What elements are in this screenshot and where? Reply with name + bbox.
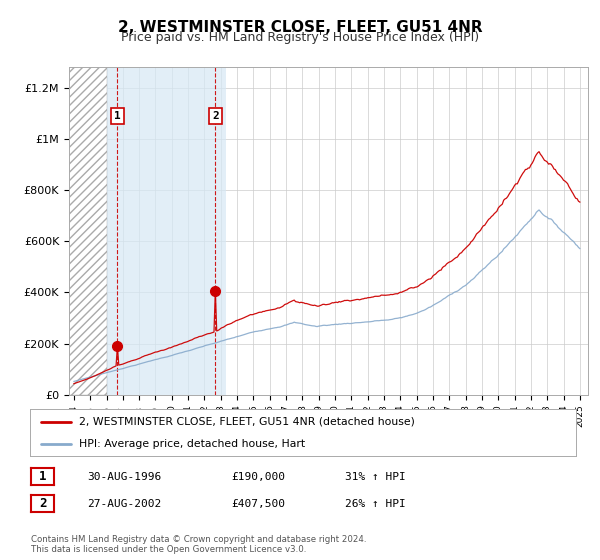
Text: 1: 1 <box>39 470 46 483</box>
Text: £407,500: £407,500 <box>231 499 285 509</box>
Text: 2, WESTMINSTER CLOSE, FLEET, GU51 4NR (detached house): 2, WESTMINSTER CLOSE, FLEET, GU51 4NR (d… <box>79 417 415 427</box>
Text: Price paid vs. HM Land Registry's House Price Index (HPI): Price paid vs. HM Land Registry's House … <box>121 31 479 44</box>
Text: 26% ↑ HPI: 26% ↑ HPI <box>345 499 406 509</box>
Text: 1: 1 <box>114 111 121 121</box>
Text: £190,000: £190,000 <box>231 472 285 482</box>
Text: 2: 2 <box>212 111 219 121</box>
Text: 30-AUG-1996: 30-AUG-1996 <box>87 472 161 482</box>
Text: Contains HM Land Registry data © Crown copyright and database right 2024.
This d: Contains HM Land Registry data © Crown c… <box>31 535 367 554</box>
Text: 2, WESTMINSTER CLOSE, FLEET, GU51 4NR: 2, WESTMINSTER CLOSE, FLEET, GU51 4NR <box>118 20 482 35</box>
Text: 2: 2 <box>39 497 46 510</box>
Bar <box>69 67 107 395</box>
Bar <box>107 67 226 395</box>
Text: 27-AUG-2002: 27-AUG-2002 <box>87 499 161 509</box>
Text: 31% ↑ HPI: 31% ↑ HPI <box>345 472 406 482</box>
Text: HPI: Average price, detached house, Hart: HPI: Average price, detached house, Hart <box>79 438 305 449</box>
